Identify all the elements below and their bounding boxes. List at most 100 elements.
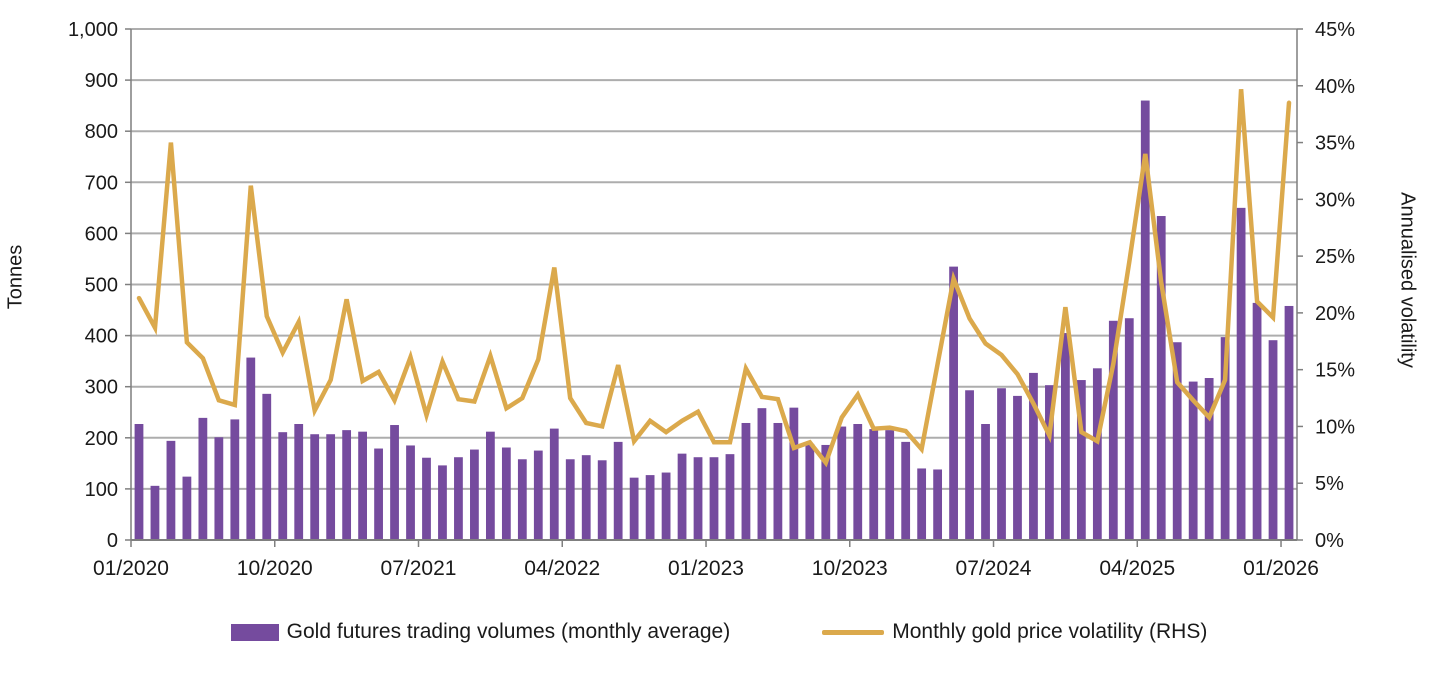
volume-bar	[949, 266, 958, 540]
x-axis-tick-label: 10/2023	[812, 557, 888, 580]
volume-bar	[454, 457, 463, 540]
volume-bar	[390, 425, 399, 540]
volume-bar	[613, 441, 623, 540]
volume-bar	[485, 431, 495, 540]
volume-bar	[501, 447, 511, 540]
volume-bar	[757, 408, 767, 540]
volume-bar	[853, 424, 863, 540]
right-axis-tick-label: 35%	[1315, 133, 1355, 155]
volume-bar	[214, 437, 224, 540]
right-axis-tick-label: 25%	[1315, 246, 1355, 268]
x-axis-tick-label: 04/2025	[1099, 557, 1175, 580]
x-axis-tick-label: 01/2026	[1243, 557, 1319, 580]
volume-bar	[1268, 340, 1278, 540]
volume-bar	[645, 475, 655, 540]
left-axis-tick-label: 900	[85, 70, 118, 92]
volume-bar	[294, 424, 304, 540]
volume-bar	[1013, 395, 1022, 540]
right-axis-tick-label: 30%	[1315, 189, 1355, 211]
right-axis-tick-label: 20%	[1315, 303, 1355, 325]
volume-bar	[1236, 207, 1246, 540]
volume-bar	[965, 390, 974, 540]
volume-bar	[1172, 342, 1182, 540]
volume-bar	[1061, 333, 1070, 540]
volume-bar	[1140, 100, 1150, 540]
volume-bar	[358, 431, 367, 540]
volume-bar	[549, 428, 559, 540]
volume-bar	[805, 443, 815, 540]
volume-bar	[901, 441, 911, 540]
volume-bar	[342, 430, 352, 540]
left-axis-tick-label: 200	[85, 428, 118, 450]
volatility-series-swatch	[822, 629, 885, 635]
volume-bar	[438, 465, 447, 540]
left-axis-tick-label: 1,000	[68, 19, 118, 41]
left-axis-tick-label: 400	[85, 326, 118, 348]
x-axis-tick-label: 01/2023	[668, 557, 744, 580]
volume-bar	[1204, 378, 1214, 540]
volume-bar	[1076, 380, 1086, 540]
volume-bar	[517, 459, 527, 540]
volume-bar	[725, 454, 735, 540]
volume-bar	[134, 424, 144, 540]
volume-bar	[693, 457, 703, 540]
volume-bar	[661, 472, 671, 540]
left-axis-tick-label: 600	[85, 223, 118, 245]
chart-canvas: 0 100 200 300 400 500 600 700 800 900 1,000 0% 5% 10%…	[68, 19, 1355, 580]
volatility-line	[136, 89, 1292, 468]
x-axis-tick-label: 07/2024	[956, 557, 1032, 580]
volume-bar	[278, 432, 288, 540]
volume-bar	[310, 434, 320, 540]
volume-bar	[741, 422, 751, 540]
volume-bar	[821, 444, 831, 540]
right-axis-tick-label: 5%	[1315, 473, 1344, 495]
left-axis-tick-label: 700	[85, 172, 118, 194]
volume-series-swatch	[230, 623, 279, 641]
volume-bar	[981, 424, 990, 540]
volume-bar	[326, 434, 336, 540]
volume-bar	[533, 450, 543, 540]
legend-item-volatility: Monthly gold price volatility (RHS)	[822, 620, 1207, 644]
right-axis-title: Annualised volatility	[1396, 192, 1419, 368]
volume-bar	[246, 357, 256, 540]
left-axis-title: Tonnes	[4, 244, 27, 310]
right-axis-tick-label: 15%	[1315, 360, 1355, 382]
left-axis-tick-label: 500	[85, 275, 118, 297]
volume-bar	[422, 457, 431, 540]
volume-bar	[1108, 320, 1118, 540]
x-axis-tick-label: 07/2021	[381, 557, 457, 580]
volume-bar	[565, 459, 575, 540]
volume-bar	[1092, 368, 1102, 540]
volume-bar	[1188, 381, 1198, 540]
volume-bar	[933, 469, 943, 540]
x-axis-tick-label: 04/2022	[524, 557, 600, 580]
volume-bar	[1124, 318, 1134, 540]
volume-bar	[997, 388, 1006, 540]
volume-bar	[198, 417, 208, 540]
legend: Gold futures trading volumes (monthly av…	[0, 620, 1438, 644]
right-axis-tick-label: 40%	[1315, 76, 1355, 98]
volume-bar	[1220, 337, 1230, 540]
volume-bar	[1156, 216, 1166, 540]
volume-bar	[374, 448, 383, 540]
volume-bar	[1029, 372, 1038, 540]
x-axis-tick-label: 01/2020	[93, 557, 169, 580]
left-axis-tick-label: 300	[85, 377, 118, 399]
left-axis-tick-label: 100	[85, 479, 118, 501]
left-axis-tick-label: 0	[107, 530, 118, 552]
volume-bar	[1045, 385, 1054, 540]
volume-bar	[869, 429, 879, 540]
right-axis-tick-label: 0%	[1315, 530, 1344, 552]
x-axis-tick-label: 10/2020	[237, 557, 313, 580]
volume-bar	[581, 455, 591, 540]
volume-bar	[677, 453, 687, 540]
volume-bar	[470, 449, 479, 540]
left-axis-tick-label: 800	[85, 121, 118, 143]
volume-bar	[1284, 305, 1294, 540]
volume-bar	[629, 477, 639, 540]
volume-bar	[230, 419, 240, 540]
legend-label-volatility: Monthly gold price volatility (RHS)	[892, 620, 1208, 643]
volume-bar	[917, 468, 927, 540]
volume-bar	[182, 476, 192, 540]
